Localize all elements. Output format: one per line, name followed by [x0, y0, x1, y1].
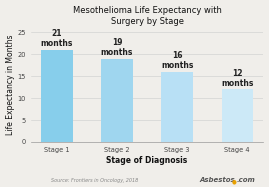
Bar — [222, 89, 253, 142]
Bar — [161, 72, 193, 142]
X-axis label: Stage of Diagnosis: Stage of Diagnosis — [107, 156, 188, 165]
Text: 16
months: 16 months — [161, 51, 193, 70]
Title: Mesothelioma Life Expectancy with
Surgery by Stage: Mesothelioma Life Expectancy with Surger… — [73, 6, 221, 26]
Y-axis label: Life Expectancy in Months: Life Expectancy in Months — [6, 35, 15, 135]
Text: ●: ● — [231, 179, 236, 184]
Bar — [101, 59, 133, 142]
Text: 12
months: 12 months — [221, 69, 253, 88]
Text: 19
months: 19 months — [101, 38, 133, 57]
Bar — [41, 50, 73, 142]
Text: .com: .com — [237, 177, 256, 183]
Text: Source: Frontiers in Oncology, 2018: Source: Frontiers in Oncology, 2018 — [51, 178, 138, 183]
Text: 21
months: 21 months — [41, 29, 73, 48]
Text: Asbestos: Asbestos — [199, 177, 235, 183]
